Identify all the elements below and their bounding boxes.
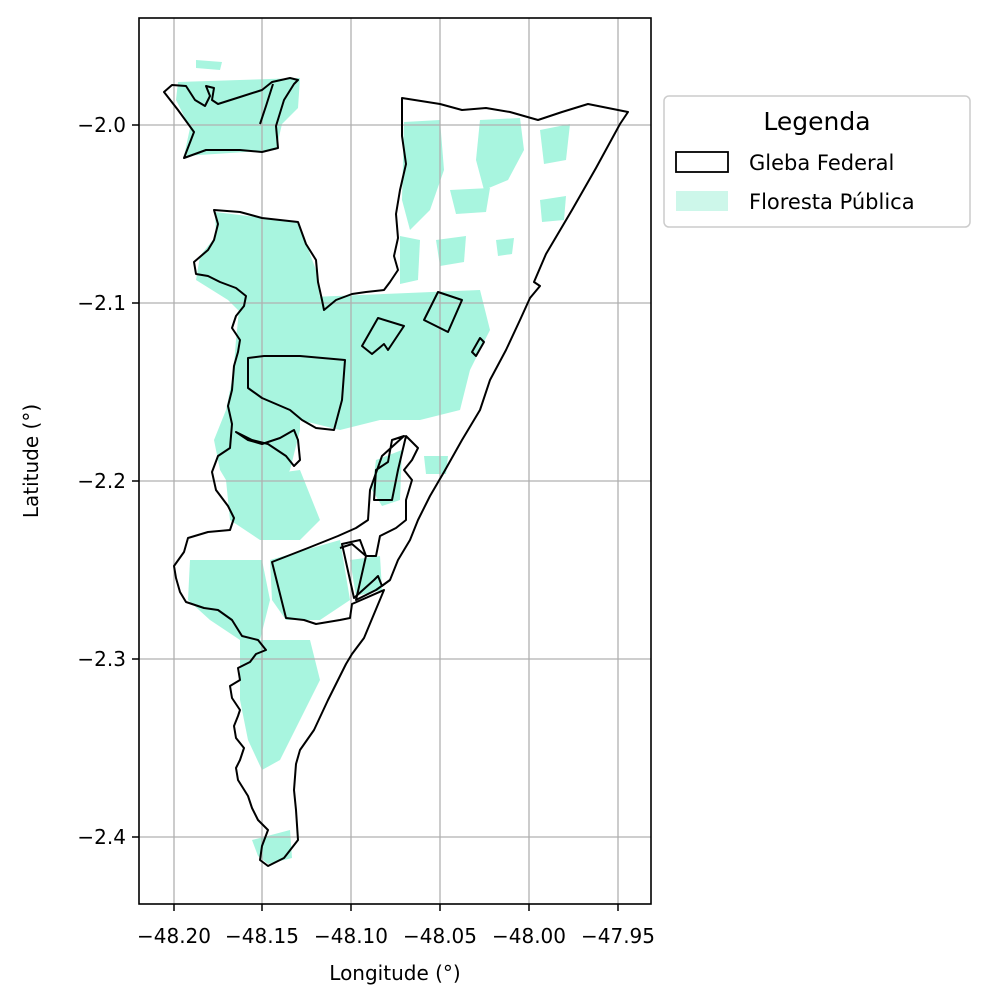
legend-swatch-gleba xyxy=(675,151,729,173)
floresta-patch xyxy=(270,540,350,620)
y-tick-label: −2.0 xyxy=(77,113,126,137)
gleba-polygon xyxy=(471,337,485,357)
y-tick-labels: −2.0 −2.1 −2.2 −2.3 −2.4 xyxy=(77,113,126,849)
floresta-patch xyxy=(226,470,320,540)
x-axis-label: Longitude (°) xyxy=(329,961,460,985)
floresta-patch xyxy=(400,236,420,284)
floresta-patch xyxy=(496,238,514,256)
x-tick-label: −48.05 xyxy=(403,924,477,948)
y-tick-label: −2.4 xyxy=(77,825,126,849)
x-tick-label: −48.15 xyxy=(225,924,299,948)
y-axis-label: Latitude (°) xyxy=(19,404,43,518)
x-tick-label: −47.95 xyxy=(581,924,655,948)
floresta-patch xyxy=(214,380,300,500)
floresta-patch xyxy=(240,640,320,770)
floresta-patch xyxy=(450,188,490,214)
x-tick-label: −48.20 xyxy=(137,924,211,948)
x-tick-labels: −48.20 −48.15 −48.10 −48.05 −48.00 −47.9… xyxy=(137,924,655,948)
x-tick-label: −48.00 xyxy=(492,924,566,948)
floresta-patch xyxy=(540,196,566,222)
legend-box xyxy=(663,95,971,228)
gleba-polygon xyxy=(247,355,346,431)
y-tick-label: −2.2 xyxy=(77,469,126,493)
floresta-patch xyxy=(476,118,524,190)
floresta-publica-layer xyxy=(176,60,570,864)
gleba-federal-layer xyxy=(163,77,629,867)
legend-label-floresta: Floresta Pública xyxy=(749,190,915,214)
y-tick-label: −2.3 xyxy=(77,647,126,671)
y-ticks xyxy=(132,124,139,838)
floresta-patch xyxy=(188,560,270,640)
floresta-patch xyxy=(196,60,222,70)
legend-swatch-floresta xyxy=(676,191,728,211)
legend-label-gleba: Gleba Federal xyxy=(749,151,894,175)
legend: Legenda Gleba Federal Floresta Pública xyxy=(663,95,971,228)
y-tick-label: −2.1 xyxy=(77,291,126,315)
axes-frame xyxy=(138,17,652,905)
legend-title: Legenda xyxy=(763,107,870,136)
gleba-polygon xyxy=(259,83,274,125)
floresta-patch xyxy=(540,124,570,164)
floresta-patch xyxy=(436,236,466,266)
gleba-polygon xyxy=(423,291,463,333)
gleba-polygon xyxy=(361,317,405,355)
gleba-polygon xyxy=(163,77,299,159)
x-tick-label: −48.10 xyxy=(314,924,388,948)
floresta-patch xyxy=(402,120,444,230)
grid xyxy=(139,18,651,904)
gleba-polygon xyxy=(339,543,391,601)
floresta-patch xyxy=(424,456,448,474)
x-ticks xyxy=(173,904,619,911)
gleba-polygon xyxy=(235,429,301,467)
floresta-patch xyxy=(350,556,382,596)
